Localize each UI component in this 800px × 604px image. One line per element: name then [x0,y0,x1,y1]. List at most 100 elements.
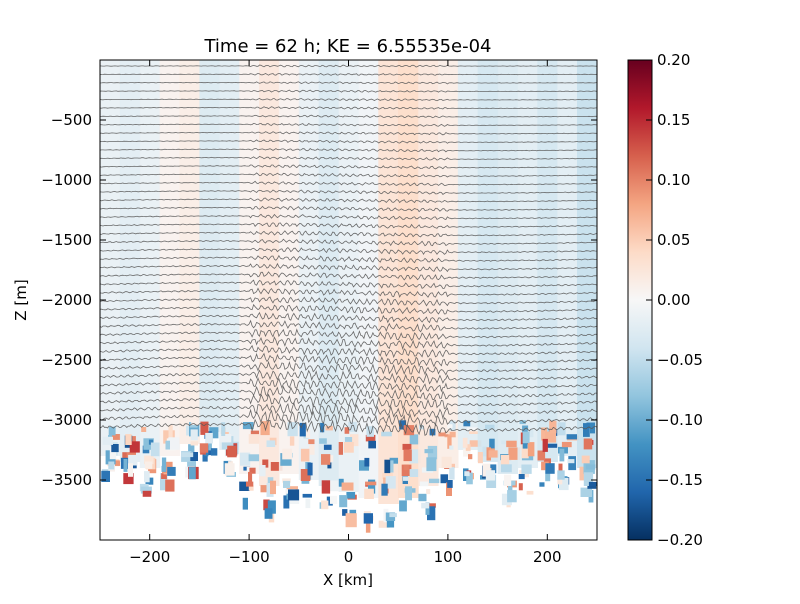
density-contour [100,336,597,350]
field-cell [489,438,495,450]
density-contour [100,122,597,127]
field-cell [508,447,521,460]
field-cell [429,478,440,484]
field-cell [541,461,549,471]
field-cell [327,462,332,469]
field-cell [501,493,512,506]
field-cell [283,480,291,488]
field-cell [339,495,348,508]
field-cell [469,430,480,434]
density-contour [100,418,597,437]
density-contour [100,369,597,385]
field-cell [445,430,450,435]
field-cell [426,489,431,495]
density-contour [100,189,597,195]
field-cell [111,444,119,453]
field-cell [368,440,376,449]
field-cell [188,467,196,480]
field-cell [545,463,555,474]
field-cell [419,481,429,487]
field-cell [205,432,213,444]
field-cell [248,471,253,485]
field-cell [561,441,572,448]
colorbar-ticks: 0.20 0.15 0.10 0.05 0.00 −0.05 −0.10 −0.15 −0.20 [646,51,703,549]
y-tick-label: −500 [51,111,92,129]
field-cell [108,461,115,470]
field-cell [190,441,199,446]
field-cell [541,427,547,441]
field-cell [129,441,140,453]
y-tick-label: −1500 [41,231,92,249]
field-cell [248,454,260,462]
field-column [100,60,121,456]
colorbar-tick-label: 0.10 [657,171,690,189]
field-cell [327,480,339,492]
field-cell [365,518,371,533]
y-tick-label: −1000 [41,171,92,189]
field-cell [583,472,594,486]
field-cell [449,420,456,431]
isopycnal-contours [100,64,597,437]
field-cell [283,495,290,509]
field-cell [341,482,354,491]
density-contour [100,319,597,333]
field-cell [581,455,590,464]
field-cell [504,474,512,486]
density-contour [100,376,597,393]
field-cell [128,454,138,466]
field-cell [477,452,483,464]
field-cell [181,452,194,458]
field-cell [467,427,479,432]
field-column [577,60,597,468]
field-cell [399,500,407,512]
density-contour [100,401,597,420]
field-cell [321,480,331,494]
field-cell [381,431,392,437]
field-cell [123,459,128,472]
field-cell [557,477,563,485]
density-contour [100,352,597,368]
field-cell [165,479,175,492]
field-cell [150,442,160,457]
field-cell [108,426,116,436]
field-cell [264,508,273,519]
density-contour [100,139,597,144]
field-column [278,60,300,474]
density-contour [100,287,597,298]
density-contour [100,81,597,85]
field-cell [165,440,170,450]
field-cell [518,474,525,480]
field-cell [545,431,557,443]
field-cell [305,498,311,509]
field-cell [403,449,412,462]
field-cell [321,454,331,465]
field-cell [527,442,535,457]
field-column [239,60,260,474]
field-cell [327,455,334,462]
field-cell [189,422,200,437]
field-cell [441,456,452,469]
field-cell [424,503,436,508]
field-cell [123,473,134,485]
field-cell [270,462,283,471]
density-contour [100,271,597,281]
field-cell [348,421,357,432]
field-cell [364,457,370,467]
field-cell [125,434,132,445]
field-cell [449,445,454,450]
density-contour [100,180,597,187]
field-cell [364,488,374,499]
field-cell [144,471,150,483]
x-tick-label: −200 [129,548,170,566]
field-cell [286,486,298,491]
field-cell [403,464,409,471]
field-cell [403,425,415,436]
field-cell [549,420,557,434]
field-cell [401,464,412,476]
field-cell [518,483,523,491]
field-cell [326,496,333,506]
colorbar-tick-label: 0.15 [657,111,690,129]
field-cell [385,476,396,489]
field-cell [464,471,470,477]
